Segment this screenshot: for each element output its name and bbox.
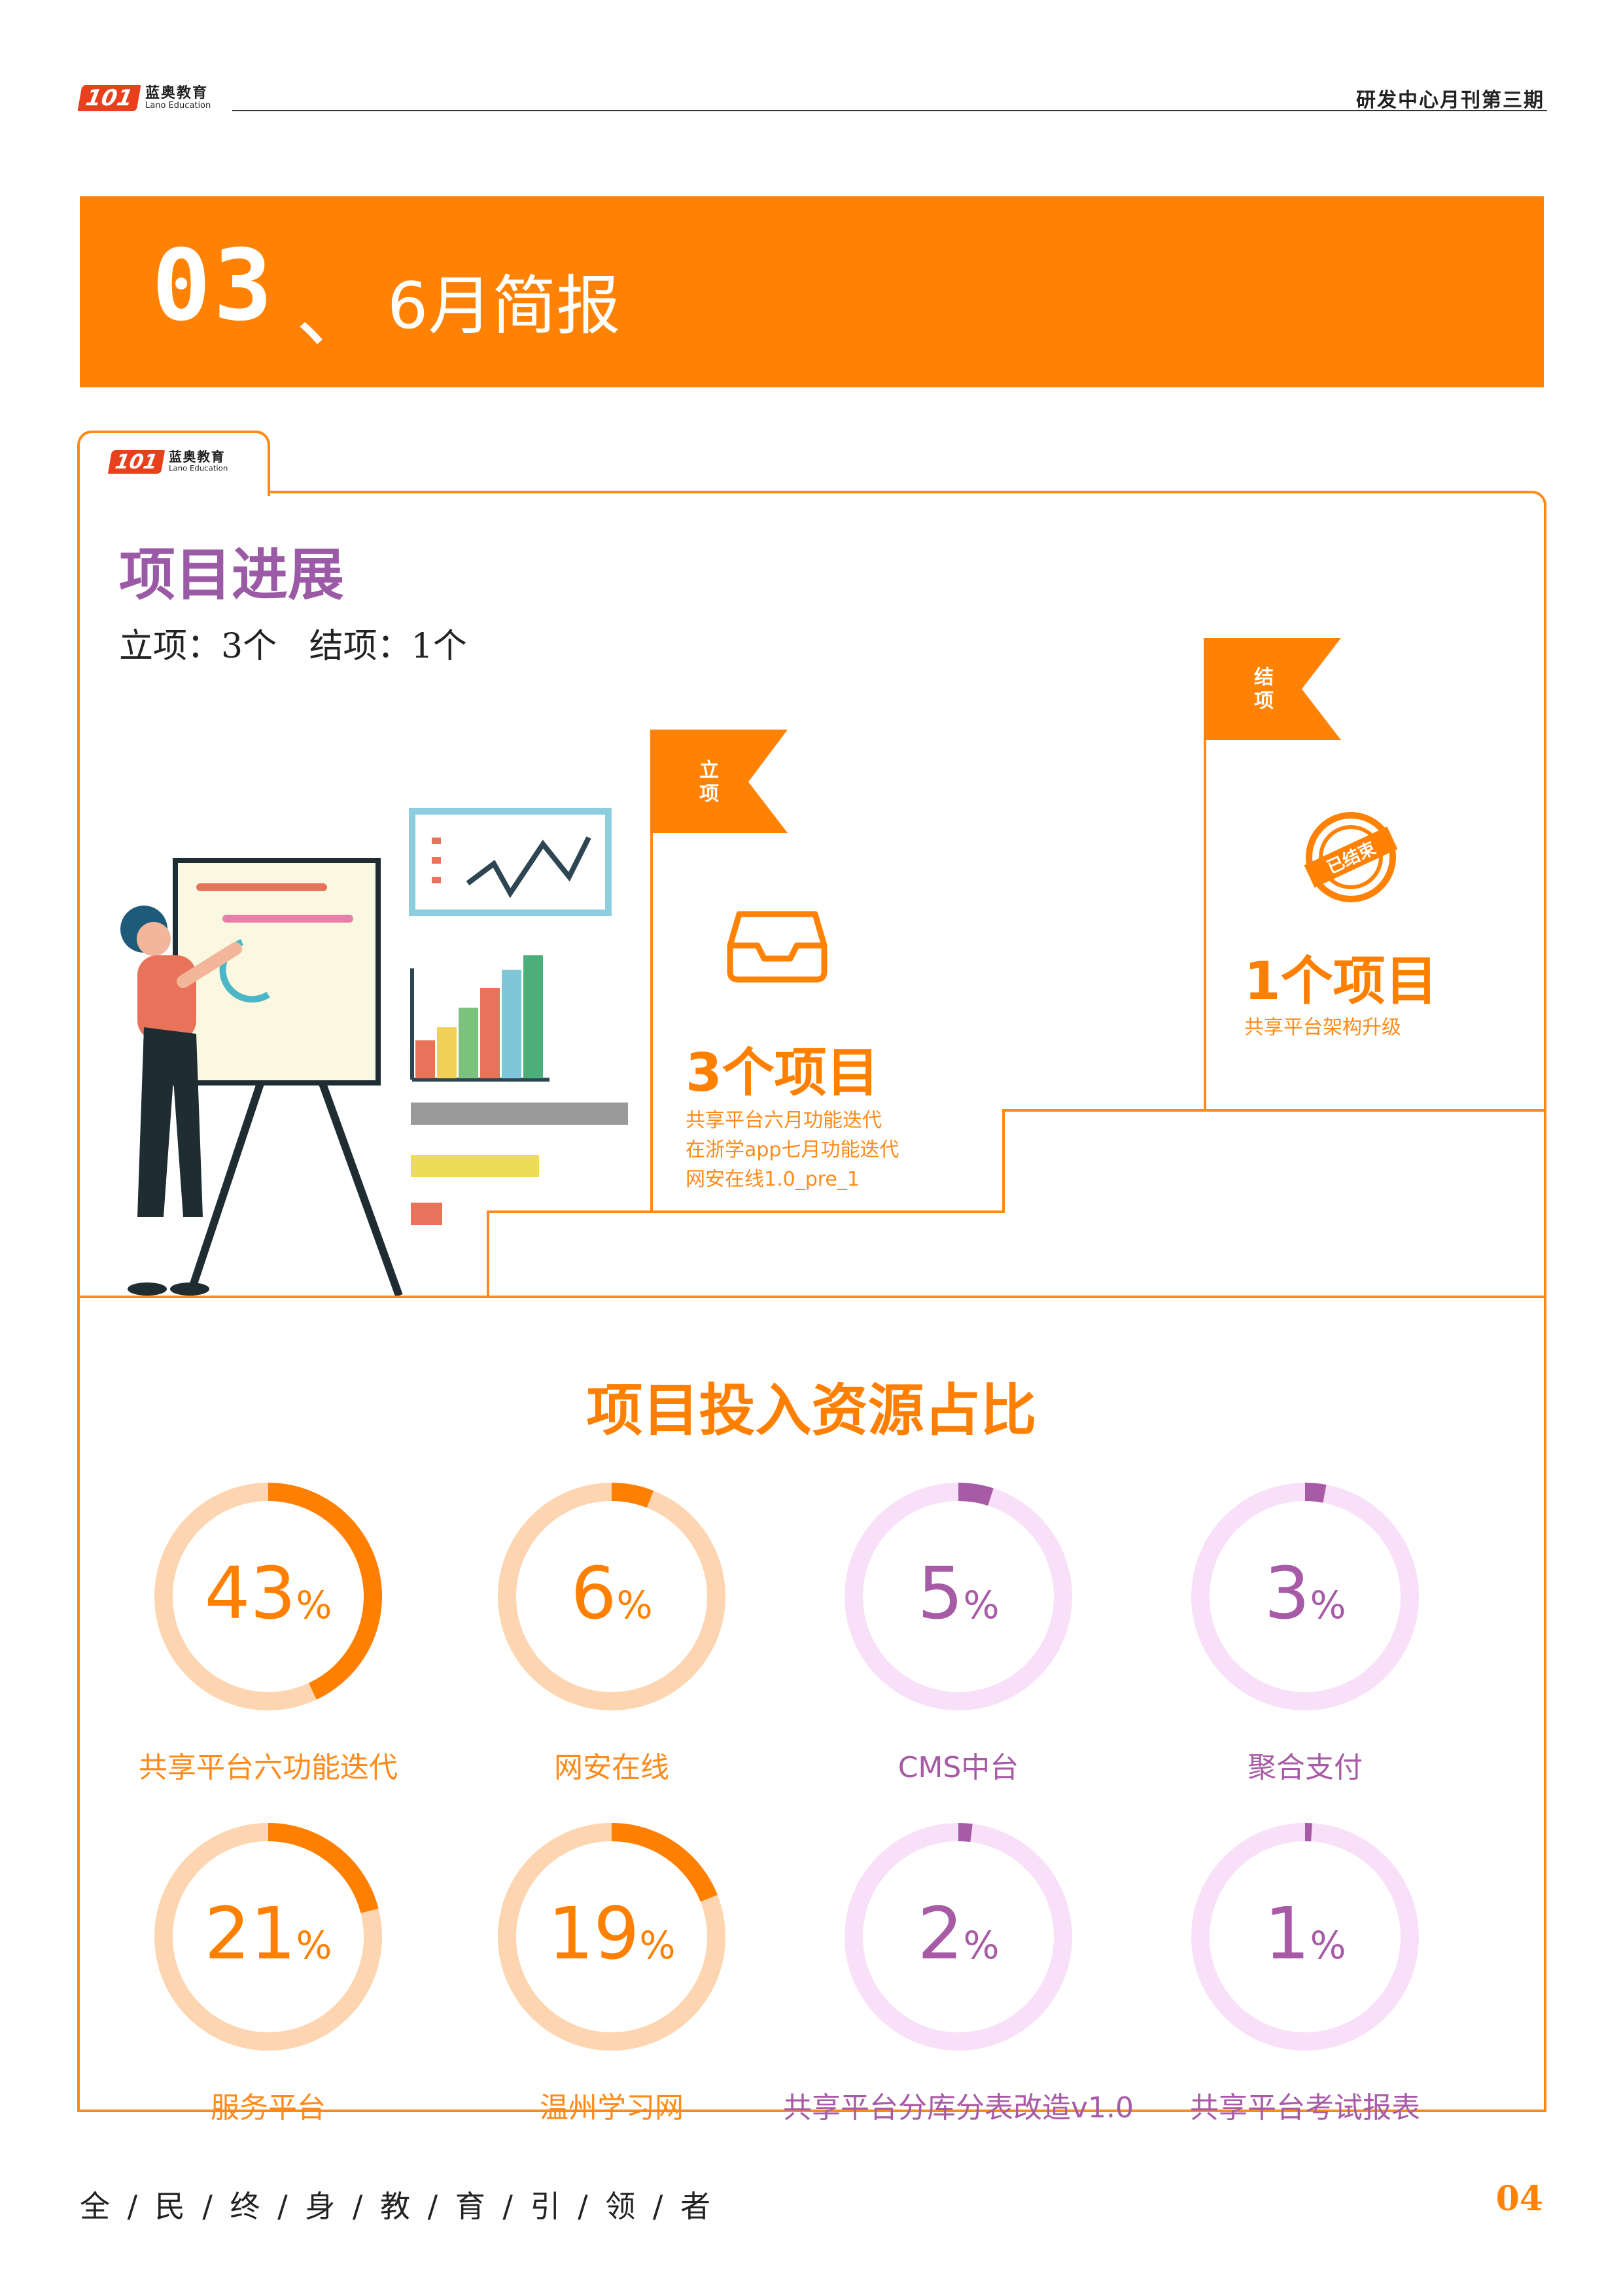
donut-value: 3% [1174, 1557, 1436, 1629]
donut-chart [154, 1483, 382, 1710]
donut-value-number: 19 [548, 1892, 640, 1975]
donut-chart [498, 1823, 725, 2051]
resources-title: 项目投入资源占比 [586, 1377, 1037, 1443]
easel-leg-icon [186, 1059, 272, 1297]
logo-en-text: Lano Education [145, 101, 211, 111]
presenter-illustration [120, 808, 628, 1298]
donut-value-number: 1 [1264, 1892, 1310, 1975]
progress-summary: 立项：3个 结项：1个 [119, 627, 467, 666]
header-rule [232, 110, 1547, 111]
donut-value: 43% [137, 1557, 399, 1629]
finished-item: 共享平台架构升级 [1244, 1016, 1401, 1039]
donut-label: 服务平台 [211, 2091, 326, 2125]
section-divider [77, 1296, 1546, 1298]
resource-donut-item: 3% 聚合支付 [1122, 1466, 1488, 1812]
donut-label: 聚合支付 [1248, 1751, 1363, 1784]
donut-value-percent: % [639, 1923, 676, 1968]
finished-stamp: 已结束 [1302, 808, 1400, 906]
finished-list: 共享平台架构升级 [1244, 1013, 1401, 1042]
started-item: 共享平台六月功能迭代 [686, 1109, 882, 1132]
donut-value-number: 2 [917, 1892, 964, 1975]
donut-value-number: 5 [917, 1551, 964, 1635]
donut-value: 5% [828, 1557, 1089, 1629]
started-flag-text: 立项 [699, 759, 719, 805]
donut-chart [845, 1823, 1072, 2051]
resource-donut-item: 19% 温州学习网 [428, 1806, 795, 2153]
logo-mark: 101 [77, 85, 141, 111]
donut-value-number: 3 [1264, 1551, 1310, 1635]
footer-motto: 全 / 民 / 终 / 身 / 教 / 育 / 引 / 领 / 者 [80, 2189, 714, 2224]
donut-arc [845, 1823, 1072, 2051]
donut-value: 6% [481, 1557, 742, 1629]
section-banner: 03 、 6月简报 [80, 196, 1544, 387]
donut-value-percent: % [1310, 1583, 1346, 1627]
logo-cn-text: 蓝奥教育 [145, 85, 209, 101]
donut-arc [498, 1823, 725, 2051]
donut-chart [498, 1483, 725, 1710]
donut-value: 19% [481, 1898, 742, 1969]
progress-title: 项目进展 [119, 542, 344, 608]
donut-value-number: 43 [204, 1551, 296, 1635]
donut-value-percent: % [296, 1923, 332, 1968]
started-count: 3个项目 [686, 1042, 879, 1103]
donut-value-number: 6 [570, 1551, 617, 1635]
resource-donut-item: 2% 共享平台分库分表改造v1.0 [775, 1806, 1142, 2153]
started-flag-icon [650, 730, 788, 833]
content-frame [77, 491, 1546, 2112]
started-item: 网安在线1.0_pre_1 [686, 1168, 860, 1191]
section-number: 03 [152, 229, 275, 343]
donut-label: CMS中台 [898, 1751, 1019, 1784]
inbox-icon [727, 911, 828, 983]
resource-donut-item: 1% 共享平台考试报表 [1122, 1806, 1488, 2153]
donut-arc [154, 1483, 382, 1710]
donut-chart [154, 1823, 382, 2051]
donut-value-percent: % [296, 1583, 332, 1627]
donut-arc [845, 1483, 1072, 1710]
donut-arc [154, 1823, 382, 2051]
resource-donut-item: 43% 共享平台六功能迭代 [85, 1466, 451, 1812]
donut-label: 温州学习网 [540, 2091, 684, 2125]
donut-value-percent: % [616, 1583, 653, 1627]
resource-donut-item: 6% 网安在线 [428, 1466, 795, 1812]
section-separator: 、 [296, 268, 374, 359]
donut-value-percent: % [963, 1583, 1000, 1627]
stamp-icon [1304, 812, 1398, 902]
finished-flag-text: 结项 [1254, 666, 1274, 713]
donut-value-percent: % [1310, 1923, 1346, 1968]
donut-value: 2% [828, 1898, 1089, 1969]
donut-label: 共享平台考试报表 [1190, 2091, 1420, 2125]
donut-label: 共享平台六功能迭代 [139, 1751, 398, 1784]
donut-value: 1% [1174, 1898, 1436, 1969]
tab-logo-cn: 蓝奥教育 [169, 450, 226, 465]
tab-logo: 101 蓝奥教育 Lano Education [107, 450, 228, 474]
donut-arc [1191, 1483, 1419, 1710]
tab-logo-mark: 101 [107, 450, 166, 474]
page-number: 04 [1495, 2179, 1543, 2219]
issue-title: 研发中心月刊第三期 [1356, 89, 1544, 112]
resource-donut-item: 5% CMS中台 [775, 1466, 1142, 1812]
finished-flag-icon [1204, 638, 1341, 740]
started-item: 在浙学app七月功能迭代 [686, 1139, 899, 1161]
started-list: 共享平台六月功能迭代 在浙学app七月功能迭代 网安在线1.0_pre_1 [686, 1106, 899, 1194]
donut-value: 21% [137, 1898, 399, 1969]
finished-count: 1个项目 [1244, 951, 1438, 1012]
donut-label: 网安在线 [554, 1751, 669, 1784]
resource-donut-item: 21% 服务平台 [85, 1806, 451, 2153]
donut-arc [1191, 1823, 1419, 2051]
donut-label: 共享平台分库分表改造v1.0 [782, 2091, 1134, 2125]
donut-value-percent: % [963, 1923, 1000, 1968]
donut-chart [1191, 1483, 1419, 1710]
donut-value-number: 21 [204, 1892, 296, 1975]
tab-logo-en: Lano Education [169, 464, 228, 474]
donut-arc [498, 1483, 725, 1710]
header-logo: 101 蓝奥教育 Lano Education [77, 85, 211, 111]
donut-chart [1191, 1823, 1419, 2051]
donut-chart [845, 1483, 1072, 1710]
section-title: 6月简报 [387, 269, 621, 344]
